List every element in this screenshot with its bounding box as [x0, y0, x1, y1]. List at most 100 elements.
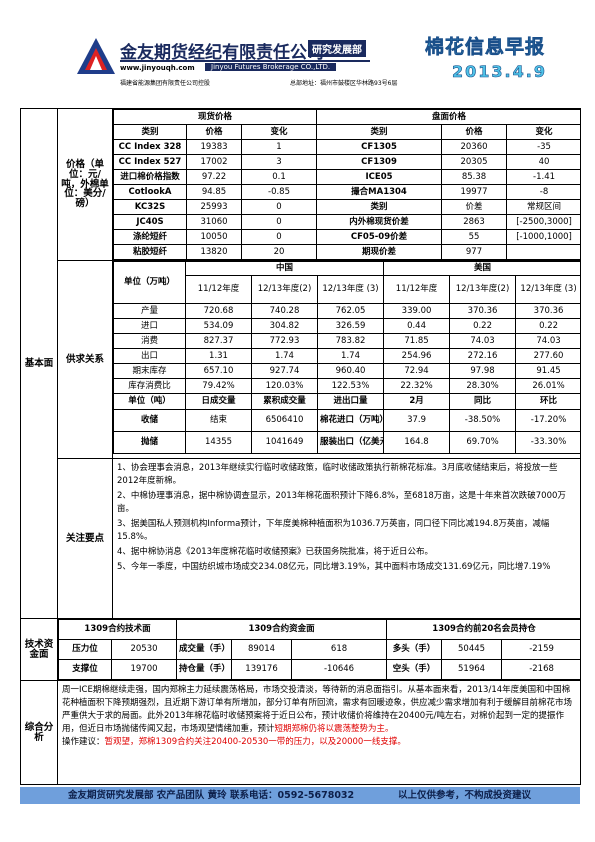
row: 出口 1.31 1.74 1.74 254.96 272.16 277.60 [113, 348, 580, 364]
cell: 79.42% [185, 378, 252, 394]
cell: 进口 [113, 318, 186, 334]
cell: -8 [506, 184, 580, 200]
cell: 762.05 [316, 303, 385, 319]
cell: -2159 [501, 639, 580, 660]
cell: 结束 [185, 409, 252, 432]
cell: 0 [240, 199, 318, 215]
text: 周一ICE期棉继续走强，国内郑棉主力延续震荡格局，市场交投清淡，等待新的消息面指… [62, 685, 573, 734]
cell: -0.85 [240, 184, 318, 200]
cell: -2168 [501, 659, 580, 680]
cell: -38.50% [449, 409, 517, 432]
row: KC32S 25993 0 类别 价差 常规区间 [113, 199, 580, 215]
cell: 74.03 [449, 333, 517, 349]
cell: 环比 [515, 393, 580, 410]
cell: 价差 [441, 199, 508, 215]
cell: 304.82 [251, 318, 318, 334]
cell: 97.22 [186, 169, 242, 185]
region: 美国 [383, 261, 580, 276]
row: CC Index 527 17002 3 CF1309 20305 40 [113, 154, 580, 170]
cell: 25993 [186, 199, 242, 215]
cell: 20 [240, 244, 318, 260]
row: 抛储 14355 1041649 服装出口（亿美元 164.8 69.70% -33.30% [113, 431, 580, 454]
cell: 同比 [449, 393, 517, 410]
cell: 20530 [110, 639, 178, 660]
cell: 272.16 [449, 348, 517, 364]
main: 基本面 价格（单位：元/吨，外棉单位：美分/磅） 现货价格 盘面价格 类别 价格 变化类… [20, 108, 581, 785]
technical-label: 技术资金面 [20, 618, 58, 681]
cell: 单位（吨） [113, 393, 186, 410]
cell: 棉花进口（万吨） [316, 409, 385, 432]
cell: JC40S [113, 214, 187, 230]
main-table: 基本面 价格（单位：元/吨，外棉单位：美分/磅） 现货价格 盘面价格 类别 价格 变化类… [20, 108, 581, 785]
technical-table: 1309合约技术面 1309合约资金面 1309合约前20名会员持仓 压力位 20530… [58, 619, 580, 680]
supply-table: 单位（万吨） 中国 美国 11/12年度 12/13年度(2) 12/13年度 (3) 11… [113, 261, 580, 454]
website: www.jinyouqh.com [120, 64, 195, 72]
cell: 97.98 [449, 363, 517, 379]
cell: 94.85 [186, 184, 242, 200]
column-header: 变化 [240, 124, 318, 140]
cell: 多头（手） [386, 639, 443, 660]
cell: 6506410 [251, 409, 318, 432]
cell: 827.37 [185, 333, 252, 349]
cell: 1041649 [251, 431, 318, 454]
cell: 534.09 [185, 318, 252, 334]
column-header: 类别 [316, 124, 443, 140]
cell: 19977 [441, 184, 508, 200]
row: 库存消费比 79.42% 120.03% 122.53% 22.32% 28.30% 26.… [113, 378, 580, 394]
row: 进口棉价格指数 97.22 0.1 ICE05 85.38 -1.41 [113, 169, 580, 185]
cell: 37.9 [383, 409, 451, 432]
cell: [-2500,3000] [506, 214, 580, 230]
cell: -10646 [291, 659, 388, 680]
cell: 89014 [231, 639, 293, 660]
text: 操作建议： [62, 737, 105, 747]
cell: 17002 [186, 154, 242, 170]
cell: 抛储 [113, 431, 186, 454]
cell: 22.32% [383, 378, 451, 394]
logo-icon [77, 38, 115, 74]
basic-label: 基本面 [20, 108, 58, 619]
cell: 涤纶短纤 [113, 229, 187, 245]
summary-label: 综合分析 [20, 680, 58, 785]
focus-label: 关注要点 [57, 458, 113, 619]
summary-text: 周一ICE期棉继续走强，国内郑棉主力延续震荡格局，市场交投清淡，等待新的消息面指… [62, 684, 576, 749]
cell: 库存消费比 [113, 378, 186, 394]
cell: 50445 [441, 639, 503, 660]
row: JC40S 31060 0 内外棉现货价差 2863 [-2500,3000] [113, 214, 580, 230]
cell: 720.68 [185, 303, 252, 319]
cell: 0.22 [449, 318, 517, 334]
row: 进口 534.09 304.82 326.59 0.44 0.22 0.22 [113, 318, 580, 334]
column-header: 12/13年度(2) [251, 275, 318, 304]
cell: 122.53% [316, 378, 385, 394]
address: 总部地址：福州市鼓楼区华林路93号6层 [290, 80, 398, 87]
cell: 日成交量 [185, 393, 252, 410]
column-header: 类别 [113, 124, 187, 140]
row: 类别 价格 变化 类别 价格 变化 [113, 124, 580, 140]
row: 现货价格 盘面价格 [113, 109, 580, 125]
footer: 金友期货研究发展部 农产品团队 黄玲 联系电话：0592-5678032 以上仅… [20, 787, 580, 804]
row: 单位（万吨） 中国 美国 [113, 261, 580, 304]
company-en: Jinyou Futures Brokerage CO.,LTD. [205, 63, 337, 71]
row: 压力位 20530 成交量（手） 89014 618 多头（手） 50445 -2159 [58, 639, 580, 660]
cell: 2863 [441, 214, 508, 230]
cell: 91.45 [515, 363, 580, 379]
cell: 55 [441, 229, 508, 245]
header: 金友期货经纪有限责任公司 研究发展部 www.jinyouqh.com Jiny… [20, 20, 580, 108]
futures-title: 盘面价格 [316, 109, 580, 125]
cell: 657.10 [185, 363, 252, 379]
row: CotlookA 94.85 -0.85 撮合MA1304 19977 -8 [113, 184, 580, 200]
cell: 1 [240, 139, 318, 155]
column-header: 变化 [506, 124, 580, 140]
focus-item: 2、中棉协理事消息，据中棉协调查显示，2013年棉花面积预计下降6.8%，至68… [117, 491, 566, 514]
cell: 类别 [316, 199, 443, 215]
cell: 19383 [186, 139, 242, 155]
cell: 339.00 [383, 303, 451, 319]
cell: ICE05 [316, 169, 443, 185]
report-title: 棉花信息早报 [425, 36, 546, 59]
cell: 2月 [383, 393, 451, 410]
row: 期末库存 657.10 927.74 960.40 72.94 97.98 91.45 [113, 363, 580, 379]
cell: 326.59 [316, 318, 385, 334]
cell: 28.30% [449, 378, 517, 394]
row: 消费 827.37 772.93 783.82 71.85 74.03 74.03 [113, 333, 580, 349]
cell: 1.74 [316, 348, 385, 364]
